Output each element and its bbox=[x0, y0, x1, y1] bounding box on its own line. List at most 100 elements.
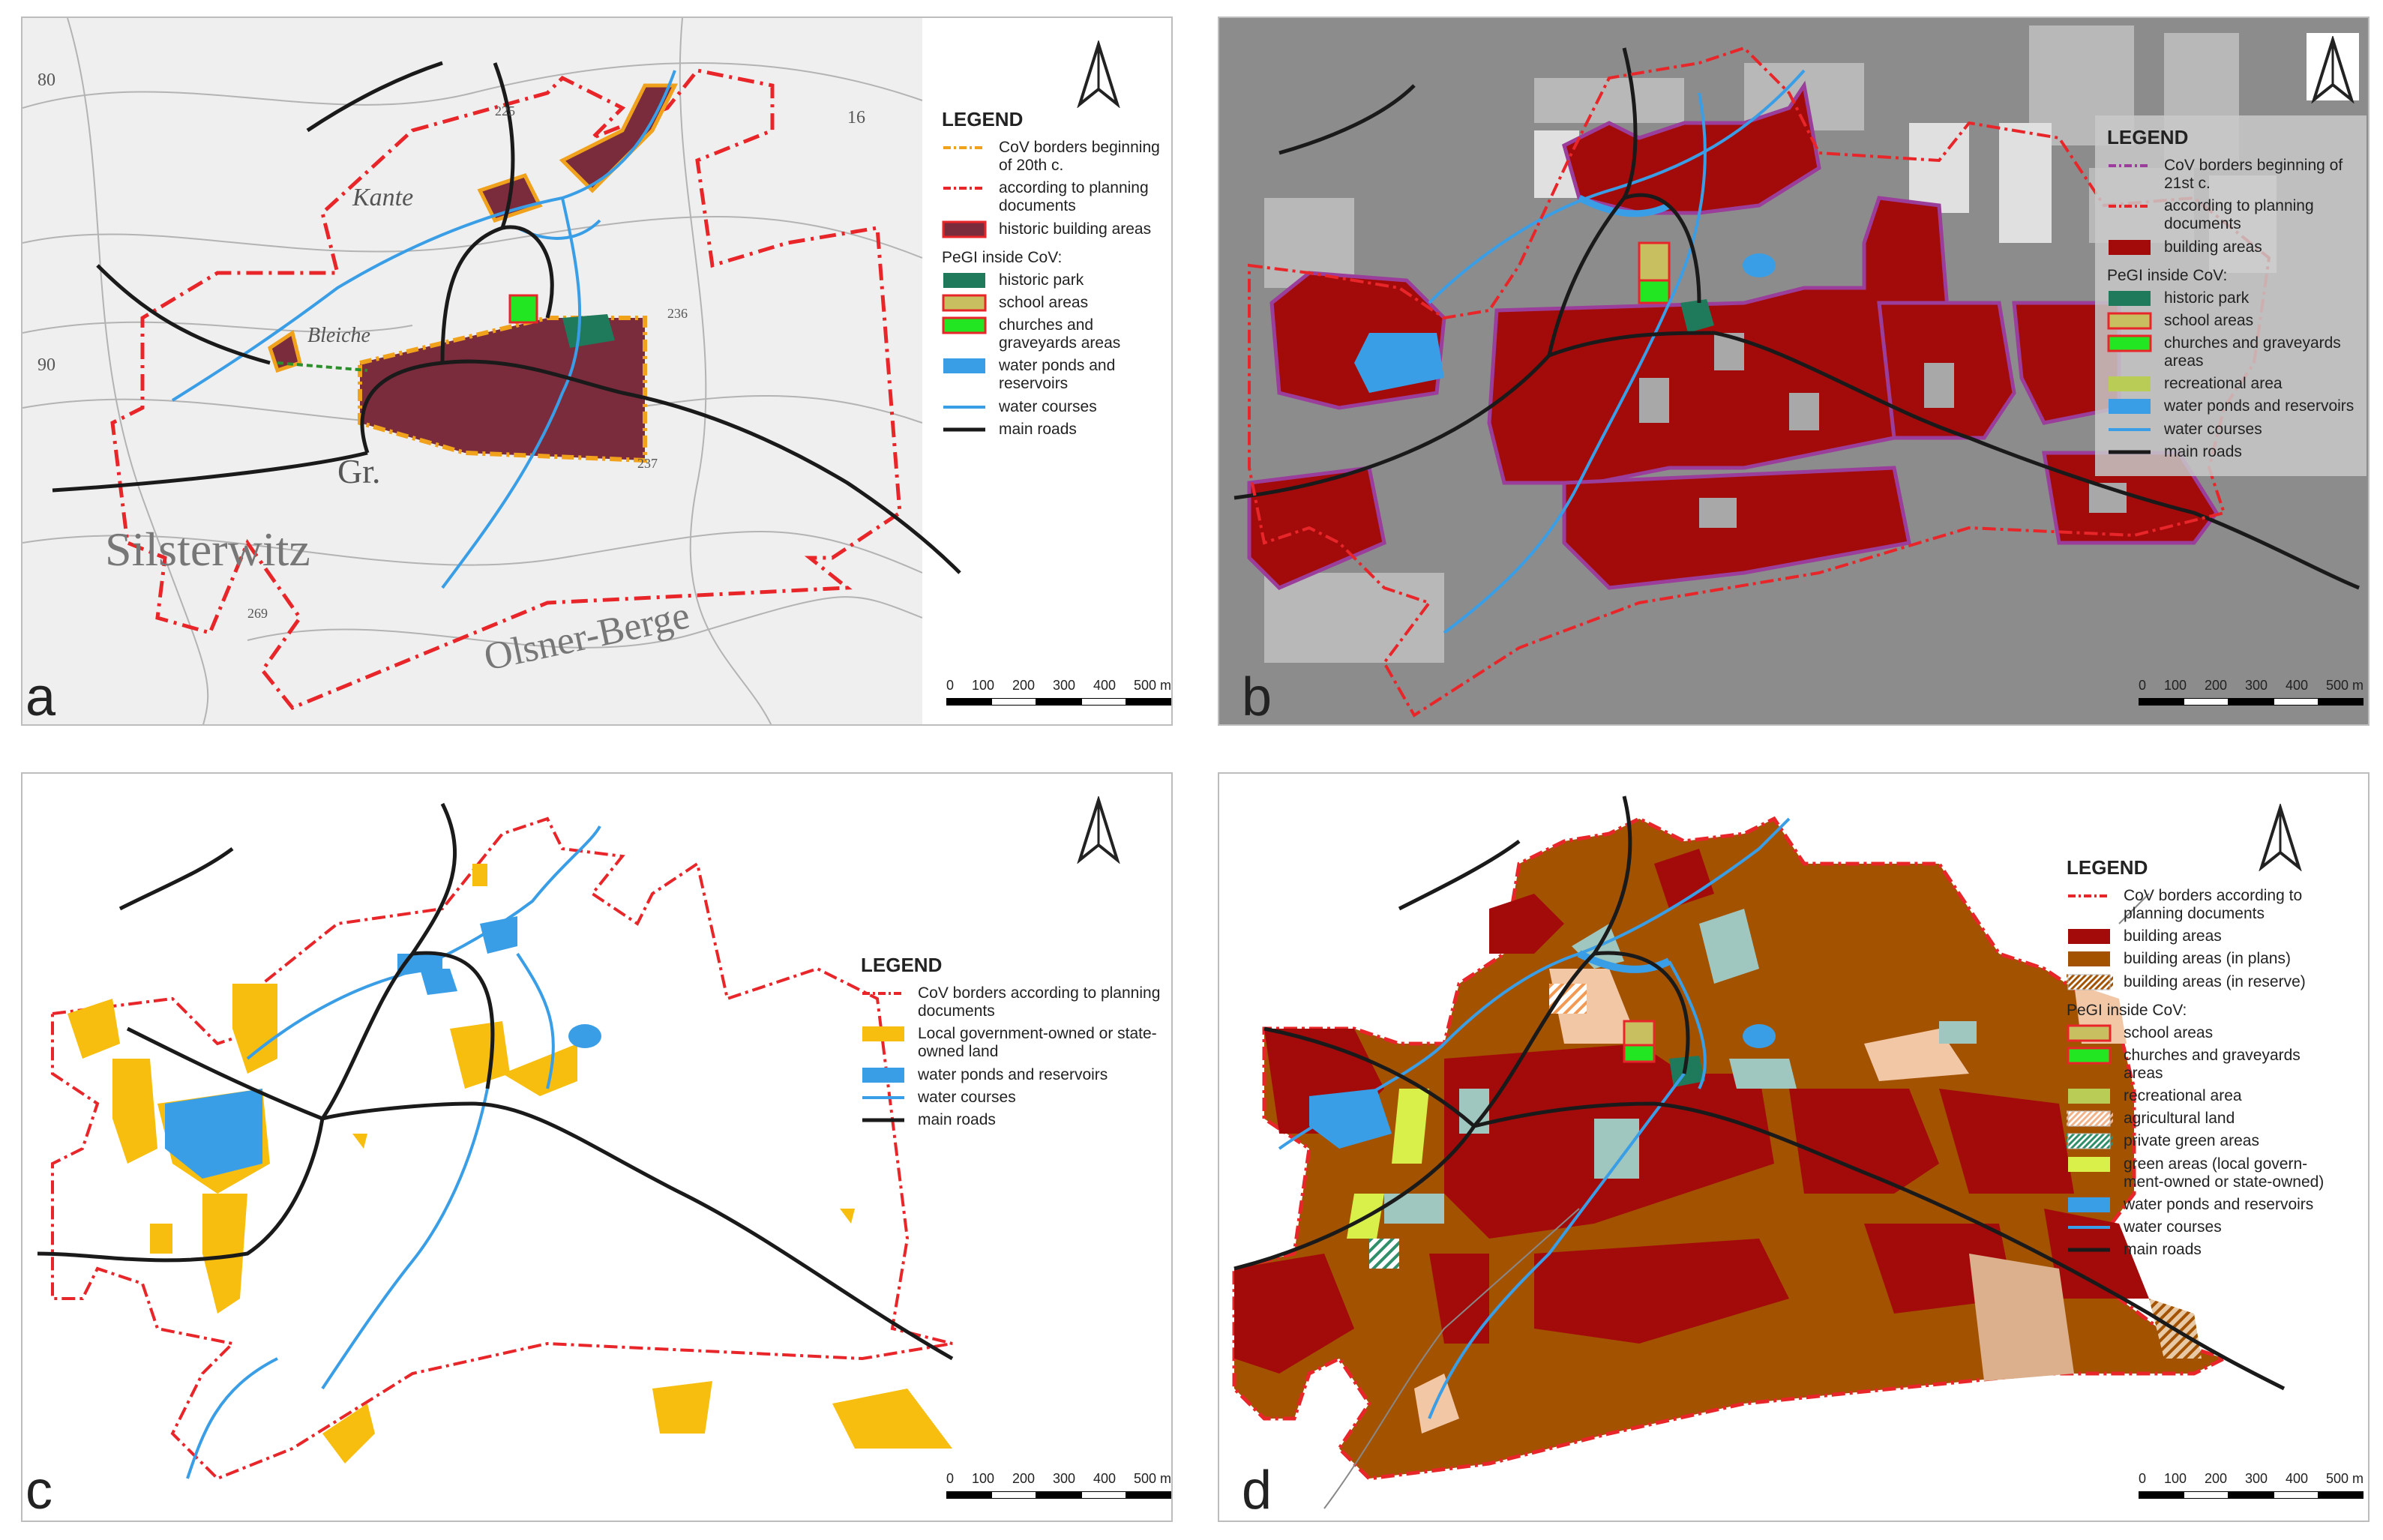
legend-item: main roads bbox=[2107, 443, 2355, 461]
legend-item: CoV borders according to planning docume… bbox=[861, 984, 1168, 1020]
legend-item: main roads bbox=[942, 421, 1167, 439]
line-road-icon bbox=[2067, 1241, 2113, 1259]
north-arrow-icon bbox=[2311, 36, 2355, 103]
legend-item: historic building areas bbox=[942, 220, 1167, 238]
north-arrow-icon bbox=[1077, 796, 1120, 864]
legend-label: water ponds and reservoirs bbox=[999, 357, 1116, 393]
legend-title: LEGEND bbox=[942, 108, 1024, 130]
legend-item: water ponds and reservoirs bbox=[2107, 397, 2355, 415]
legend-label: water ponds and reservoirs bbox=[918, 1065, 1108, 1083]
panel-d: d LEGEND CoV borders according to plannin… bbox=[1218, 772, 2370, 1522]
panel-letter: a bbox=[25, 667, 56, 726]
line-water-icon bbox=[2067, 1218, 2113, 1236]
legend-item: churches and graveyards areas bbox=[942, 316, 1167, 352]
line-road-icon bbox=[942, 421, 988, 439]
map-label: 269 bbox=[247, 606, 268, 621]
legend-label: recreational area bbox=[2164, 375, 2283, 393]
legend-label: water courses bbox=[2164, 420, 2262, 438]
line-water-icon bbox=[942, 398, 988, 416]
hatch-green-icon bbox=[2067, 1132, 2113, 1150]
legend-subheading: PeGI inside CoV: bbox=[2067, 1001, 2187, 1019]
legend-item: water ponds and reservoirs bbox=[861, 1066, 1168, 1084]
legend-item: building areas bbox=[2067, 927, 2344, 945]
legend-label: building areas bbox=[2124, 927, 2222, 945]
fill-school-icon bbox=[942, 294, 988, 312]
legend: LEGEND CoV borders according to planning … bbox=[2067, 856, 2344, 1263]
map-label: 90 bbox=[37, 355, 55, 375]
panel-letter: b bbox=[1242, 667, 1272, 726]
legend-subheading: PeGI inside CoV: bbox=[942, 248, 1063, 266]
hatch-orange-icon bbox=[2067, 1110, 2113, 1128]
legend-item: historic park bbox=[942, 271, 1167, 289]
fill-water-icon bbox=[942, 357, 988, 375]
legend-label: Local government-owned or state-owned la… bbox=[918, 1025, 1157, 1061]
legend-label: main roads bbox=[2164, 442, 2242, 460]
legend-label: building areas (in plans) bbox=[2124, 950, 2291, 968]
panel-letter: d bbox=[1242, 1461, 1272, 1521]
legend-item: CoV borders beginning of 20th c. bbox=[942, 139, 1167, 175]
fill-water-icon bbox=[2107, 397, 2154, 415]
legend-item: building areas (in reserve) bbox=[2067, 973, 2344, 991]
legend-label: according to planning documents bbox=[2164, 197, 2314, 233]
legend-label: CoV borders beginning of 20th c. bbox=[999, 139, 1160, 175]
legend-title: LEGEND bbox=[861, 954, 943, 976]
legend-label: school areas bbox=[2164, 311, 2254, 329]
fill-gov-icon bbox=[861, 1025, 907, 1043]
fill-recreation-icon bbox=[2107, 375, 2154, 393]
fill-water-icon bbox=[861, 1066, 907, 1084]
legend-item: agricultural land bbox=[2067, 1110, 2344, 1128]
dash-purple-icon bbox=[2107, 157, 2154, 175]
legend-label: churches and graveyards areas bbox=[2164, 334, 2341, 370]
legend-label: water courses bbox=[918, 1088, 1016, 1106]
hatch-brown-icon bbox=[2067, 973, 2113, 991]
legend-title: LEGEND bbox=[2107, 126, 2189, 148]
legend-item: water courses bbox=[2067, 1218, 2344, 1236]
legend-label: churches and graveyards areas bbox=[2124, 1046, 2301, 1082]
legend-item: green areas (local govern-ment-owned or … bbox=[2067, 1155, 2344, 1191]
fill-plans-icon bbox=[2067, 950, 2113, 968]
legend-label: school areas bbox=[2124, 1023, 2214, 1041]
legend-item: churches and graveyards areas bbox=[2107, 334, 2355, 370]
map-label: 236 bbox=[667, 306, 688, 321]
legend-item: building areas bbox=[2107, 238, 2355, 256]
fill-building-icon bbox=[2107, 238, 2154, 256]
legend-label: CoV borders according to planning docume… bbox=[918, 984, 1161, 1020]
legend-item: according to planning documents bbox=[942, 179, 1167, 215]
legend-label: water ponds and reservoirs bbox=[2164, 397, 2355, 415]
fill-publicgreen-icon bbox=[2067, 1155, 2113, 1173]
legend-label: CoV borders beginning of 21st c. bbox=[2164, 157, 2343, 193]
legend-subheading: PeGI inside CoV: bbox=[2107, 266, 2228, 284]
legend-item: Local government-owned or state-owned la… bbox=[861, 1025, 1168, 1061]
legend-item: according to planning documents bbox=[2107, 197, 2355, 233]
fill-church-icon bbox=[2107, 334, 2154, 352]
legend-item: water courses bbox=[2107, 421, 2355, 439]
legend: LEGEND CoV borders beginning of 21st c. ac… bbox=[2095, 115, 2367, 476]
legend-label: recreational area bbox=[2124, 1087, 2242, 1105]
legend-item: school areas bbox=[942, 294, 1167, 312]
dash-orange-icon bbox=[942, 139, 988, 157]
map-c bbox=[37, 802, 954, 1481]
fill-building-icon bbox=[2067, 927, 2113, 945]
fill-church-icon bbox=[942, 316, 988, 334]
legend-label: water courses bbox=[2124, 1218, 2222, 1236]
legend-item: CoV borders according to planning docume… bbox=[2067, 887, 2344, 923]
map-label: Silsterwitz bbox=[105, 523, 310, 576]
map-label: Bleiche bbox=[307, 324, 370, 347]
map-label: Kante bbox=[352, 184, 413, 211]
panel-letter: c bbox=[25, 1461, 52, 1521]
legend-item: school areas bbox=[2107, 312, 2355, 330]
fill-park-icon bbox=[2107, 289, 2154, 307]
legend-label: green areas (local govern-ment-owned or … bbox=[2124, 1155, 2325, 1191]
map-label: 16 bbox=[847, 108, 865, 127]
panel-c: c LEGEND CoV borders according to plannin… bbox=[21, 772, 1173, 1522]
legend-label: main roads bbox=[999, 420, 1077, 438]
legend-item: recreational area bbox=[2107, 375, 2355, 393]
legend-item: recreational area bbox=[2067, 1087, 2344, 1105]
map-label: 225 bbox=[495, 103, 515, 118]
legend-item: water ponds and reservoirs bbox=[2067, 1196, 2344, 1214]
legend-item: building areas (in plans) bbox=[2067, 950, 2344, 968]
dash-red-icon bbox=[942, 179, 988, 197]
dash-red-icon bbox=[861, 984, 907, 1002]
map-label: 237 bbox=[637, 456, 658, 471]
legend: LEGEND CoV borders according to planning … bbox=[861, 954, 1168, 1134]
